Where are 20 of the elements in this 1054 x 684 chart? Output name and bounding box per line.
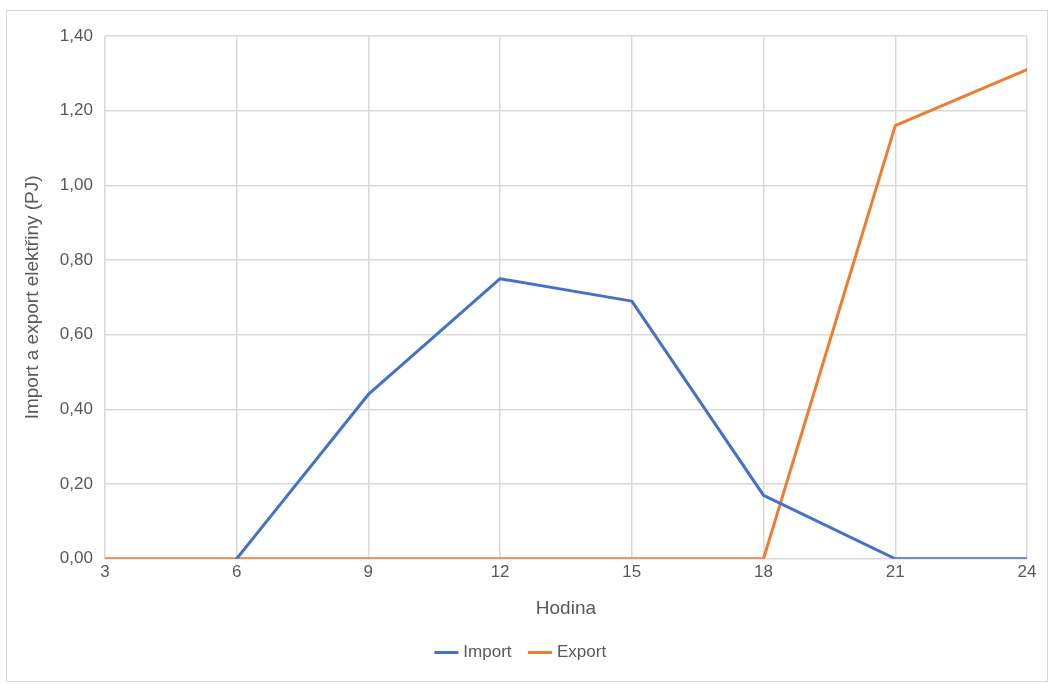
x-axis-title: Hodina: [535, 596, 597, 618]
legend-label: Export: [557, 642, 607, 662]
x-tick-label: 3: [100, 561, 110, 581]
x-tick-label: 6: [231, 561, 242, 581]
y-tick-label: 0,80: [59, 249, 93, 269]
x-tick-label: 21: [885, 561, 905, 581]
y-tick-label: 0,20: [59, 473, 93, 493]
x-tick-label: 24: [1017, 561, 1037, 581]
x-tick-label: 18: [754, 561, 773, 581]
x-tick-label: 15: [622, 561, 642, 581]
y-tick-label: 0,00: [59, 548, 93, 568]
y-tick-label: 1,00: [59, 175, 93, 195]
x-tick-label: 12: [490, 561, 510, 581]
y-axis-title: Import a export elektřiny (PJ): [20, 175, 42, 420]
y-tick-label: 1,40: [59, 25, 93, 45]
x-tick-label: 9: [363, 561, 374, 581]
y-tick-label: 0,40: [59, 399, 93, 419]
y-tick-label: 0,60: [59, 324, 93, 344]
y-tick-label: 1,20: [59, 100, 93, 120]
legend-label: Import: [463, 642, 512, 662]
